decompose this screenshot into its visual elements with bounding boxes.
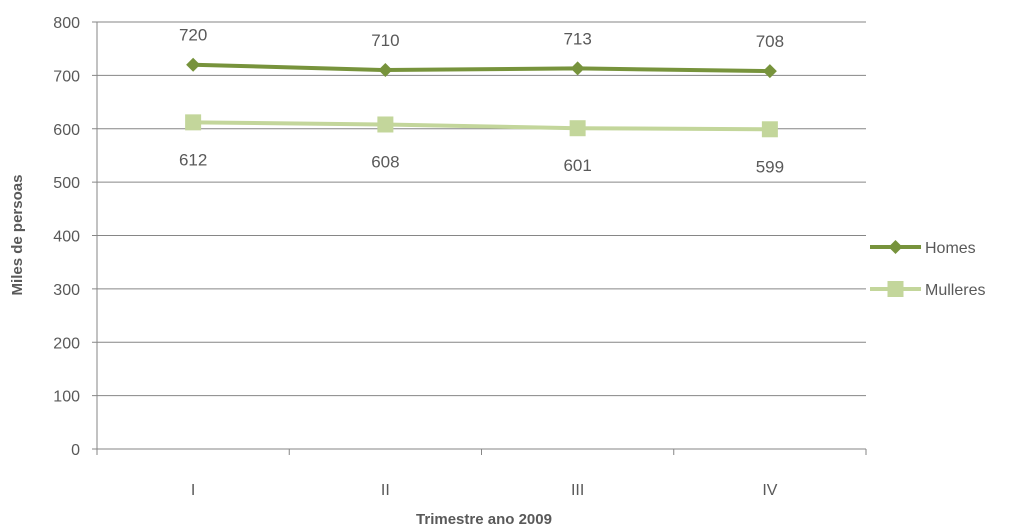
data-point bbox=[570, 61, 585, 76]
y-tick-label: 0 bbox=[71, 442, 80, 459]
data-label: 599 bbox=[756, 157, 784, 176]
x-tick-label: I bbox=[191, 482, 195, 499]
x-tick-label: IV bbox=[762, 482, 777, 499]
y-tick-labels: 0 100 200 300 400 500 600 700 800 bbox=[53, 15, 80, 459]
data-labels: 720 710 713 708 612 608 601 599 bbox=[179, 26, 784, 177]
series-line-mulleres bbox=[193, 120, 770, 132]
data-point bbox=[186, 57, 201, 72]
x-tick-labels: I II III IV bbox=[191, 482, 778, 499]
y-tick-label: 600 bbox=[53, 122, 80, 139]
data-label: 601 bbox=[563, 156, 591, 175]
data-label: 708 bbox=[756, 32, 784, 51]
data-point bbox=[378, 63, 393, 78]
data-label: 713 bbox=[563, 29, 591, 48]
x-tick-label: II bbox=[381, 482, 390, 499]
series-lines bbox=[185, 57, 778, 138]
y-tick-label: 500 bbox=[53, 175, 80, 192]
x-axis-title: Trimestre ano 2009 bbox=[416, 511, 552, 528]
legend: Homes Mulleres bbox=[870, 240, 985, 299]
data-point bbox=[185, 114, 202, 131]
legend-marker bbox=[888, 240, 903, 254]
x-tick-label: III bbox=[571, 482, 584, 499]
data-point bbox=[377, 116, 394, 133]
y-tick-label: 200 bbox=[53, 335, 80, 352]
data-label: 608 bbox=[371, 152, 399, 171]
legend-label: Homes bbox=[925, 240, 976, 257]
y-tick-label: 400 bbox=[53, 229, 80, 246]
data-label: 710 bbox=[371, 31, 399, 50]
y-tick-label: 700 bbox=[53, 68, 80, 85]
legend-label: Mulleres bbox=[925, 282, 985, 299]
data-point bbox=[761, 121, 778, 138]
data-label: 720 bbox=[179, 26, 207, 45]
series-line-homes bbox=[193, 62, 770, 74]
y-tick-label: 300 bbox=[53, 282, 80, 299]
y-tick-label: 100 bbox=[53, 389, 80, 406]
y-tick-label: 800 bbox=[53, 15, 80, 32]
data-label: 612 bbox=[179, 150, 207, 169]
y-axis-title: Miles de persoas bbox=[9, 175, 26, 296]
axes bbox=[92, 21, 867, 455]
data-point bbox=[569, 120, 586, 137]
legend-marker bbox=[887, 281, 904, 297]
data-point bbox=[762, 64, 777, 79]
gridlines bbox=[97, 21, 866, 397]
